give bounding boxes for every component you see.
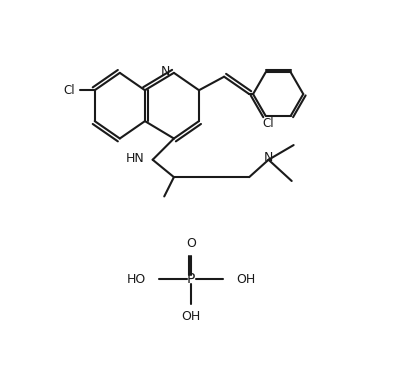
Text: N: N — [264, 151, 273, 164]
Text: Cl: Cl — [64, 84, 76, 97]
Text: HO: HO — [127, 273, 146, 286]
Text: P: P — [187, 272, 195, 286]
Text: O: O — [186, 237, 196, 250]
Text: Cl: Cl — [262, 117, 274, 130]
Text: OH: OH — [181, 310, 201, 323]
Text: OH: OH — [236, 273, 256, 286]
Text: N: N — [161, 65, 170, 78]
Text: HN: HN — [125, 152, 144, 165]
